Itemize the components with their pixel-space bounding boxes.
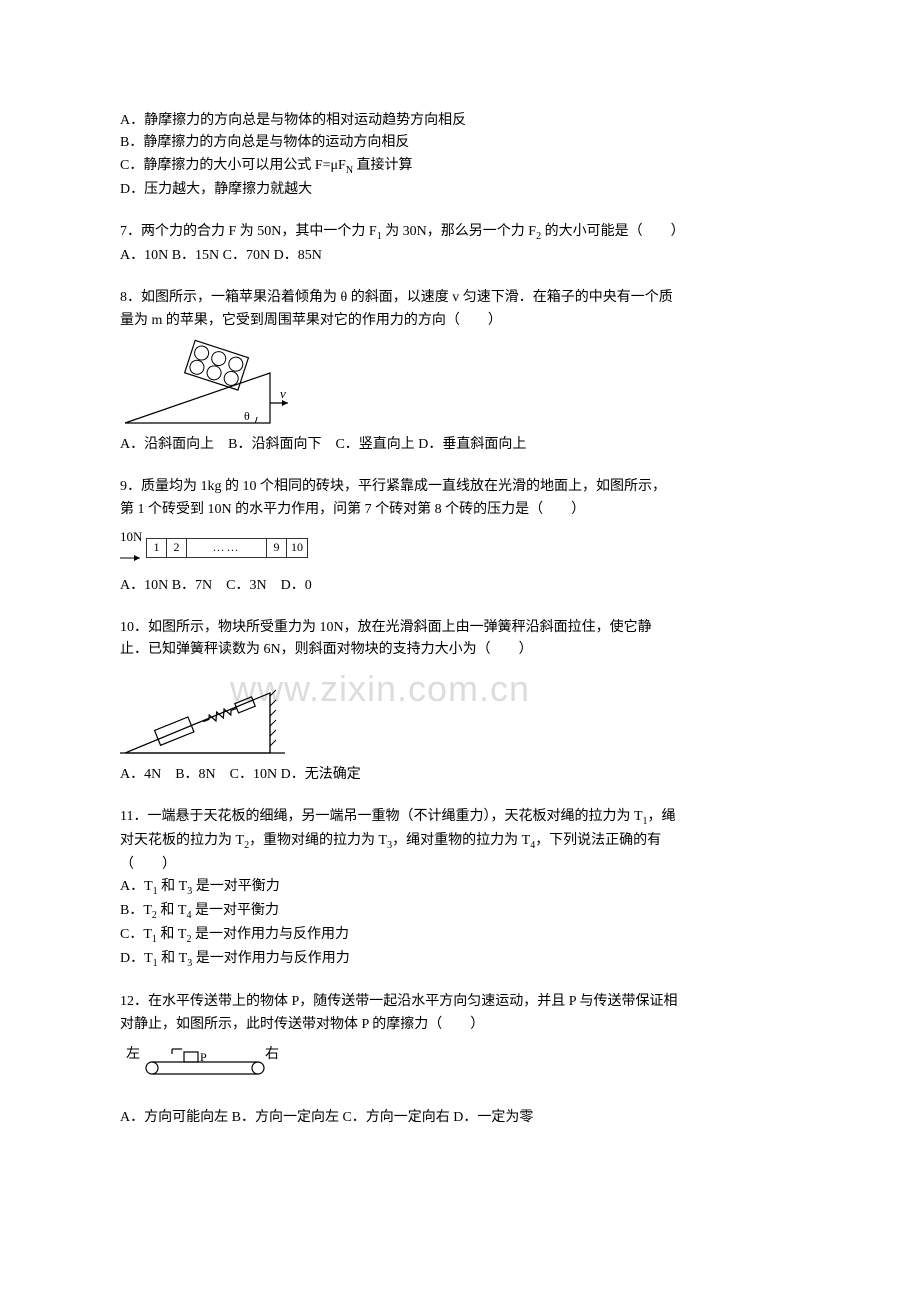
q6-opt-a: A．静摩擦力的方向总是与物体的相对运动趋势方向相反 [120,110,800,132]
belt-p-label: P [200,1050,207,1064]
q7-stem-c: 的大小可能是（ ） [541,224,685,239]
svg-text:v: v [280,386,286,401]
brick-10: 10 [287,539,307,557]
q11: 11．一端悬于天花板的细绳，另一端吊一重物（不计绳重力），天花板对绳的拉力为 T… [120,806,800,971]
q10-stem-1: 10．如图所示，物块所受重力为 10N，放在光滑斜面上由一弹簧秤沿斜面拉住，使它… [120,617,800,639]
q9-stem-2: 第 1 个砖受到 10N 的水平力作用，问第 7 个砖对第 8 个砖的压力是（ … [120,499,800,521]
q9-figure: 10N 1 2 …… 9 10 [120,527,800,569]
q7: 7．两个力的合力 F 为 50N，其中一个力 F1 为 30N，那么另一个力 F… [120,221,800,267]
page-content: A．静摩擦力的方向总是与物体的相对运动趋势方向相反 B．静摩擦力的方向总是与物体… [120,110,800,1129]
q11-opt-c: C．T1 和 T2 是一对作用力与反作用力 [120,924,800,948]
svg-text:θ: θ [244,409,250,423]
q11-stem-1: 11．一端悬于天花板的细绳，另一端吊一重物（不计绳重力），天花板对绳的拉力为 T… [120,806,800,830]
q11-opt-a: A．T1 和 T3 是一对平衡力 [120,876,800,900]
q10: 10．如图所示，物块所受重力为 10N，放在光滑斜面上由一弹簧秤沿斜面拉住，使它… [120,617,800,786]
q9-force-label: 10N [120,527,144,569]
q9-stem-1: 9．质量均为 1kg 的 10 个相同的砖块，平行紧靠成一直线放在光滑的地面上，… [120,476,800,498]
q7-stem-a: 7．两个力的合力 F 为 50N，其中一个力 F [120,224,377,239]
q8-stem-1: 8．如图所示，一箱苹果沿着倾角为 θ 的斜面，以速度 v 匀速下滑．在箱子的中央… [120,287,800,309]
q12-stem-2: 对静止，如图所示，此时传送带对物体 P 的摩擦力（ ） [120,1014,800,1036]
q9-options: A．10N B．7N C．3N D．0 [120,575,800,597]
brick-9: 9 [267,539,287,557]
q7-stem-b: 为 30N，那么另一个力 F [382,224,536,239]
brick-dots: …… [187,539,267,557]
q9: 9．质量均为 1kg 的 10 个相同的砖块，平行紧靠成一直线放在光滑的地面上，… [120,476,800,597]
q6-options: A．静摩擦力的方向总是与物体的相对运动趋势方向相反 B．静摩擦力的方向总是与物体… [120,110,800,201]
q8-stem-2: 量为 m 的苹果，它受到周围苹果对它的作用力的方向（ ） [120,310,800,332]
q7-options: A．10N B．15N C．70N D．85N [120,245,800,267]
belt-right-label: 右 [265,1046,279,1062]
brick-2: 2 [167,539,187,557]
q11-opt-d: D．T1 和 T3 是一对作用力与反作用力 [120,948,800,972]
q12-options: A．方向可能向左 B．方向一定向左 C．方向一定向右 D．一定为零 [120,1107,800,1129]
q10-figure [120,668,800,758]
q8-options: A．沿斜面向上 B．沿斜面向下 C．竖直向上 D．垂直斜面向上 [120,434,800,456]
q11-stem-2: 对天花板的拉力为 T2，重物对绳的拉力为 T3，绳对重物的拉力为 T4，下列说法… [120,830,800,854]
sub-n: N [346,165,353,176]
q8-figure: v θ [120,338,800,428]
q6-opt-b: B．静摩擦力的方向总是与物体的运动方向相反 [120,132,800,154]
q12: 12．在水平传送带上的物体 P，随传送带一起沿水平方向匀速运动，并且 P 与传送… [120,991,800,1129]
q7-stem: 7．两个力的合力 F 为 50N，其中一个力 F1 为 30N，那么另一个力 F… [120,221,800,245]
brick-1: 1 [147,539,167,557]
q8: 8．如图所示，一箱苹果沿着倾角为 θ 的斜面，以速度 v 匀速下滑．在箱子的中央… [120,287,800,456]
q10-options: A．4N B．8N C．10N D．无法确定 [120,764,800,786]
q9-bricks-row: 1 2 …… 9 10 [146,538,308,558]
q12-figure: 左 右 P [120,1044,800,1098]
q12-stem-1: 12．在水平传送带上的物体 P，随传送带一起沿水平方向匀速运动，并且 P 与传送… [120,991,800,1013]
q6-opt-c: C．静摩擦力的大小可以用公式 F=μFN 直接计算 [120,155,800,179]
belt-left-label: 左 [126,1046,140,1062]
q6-opt-d: D．压力越大，静摩擦力就越大 [120,179,800,201]
q11-opt-b: B．T2 和 T4 是一对平衡力 [120,900,800,924]
q11-stem-3: （ ） [120,854,800,876]
q10-stem-2: 止．已知弹簧秤读数为 6N，则斜面对物块的支持力大小为（ ） [120,639,800,661]
